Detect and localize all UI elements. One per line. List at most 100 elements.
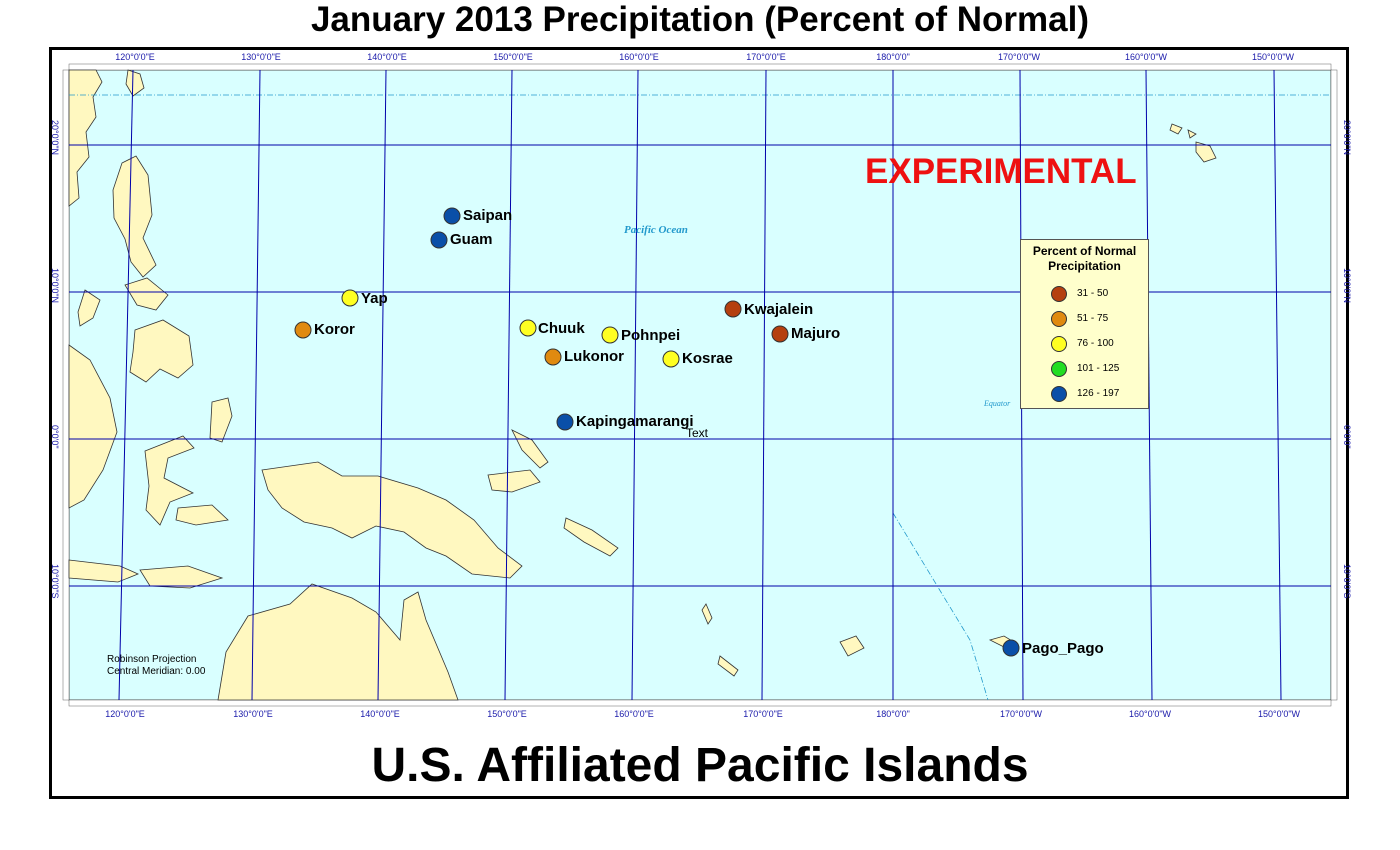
projection-meridian: Central Meridian: 0.00 (107, 666, 206, 677)
lat-label-right: 20°0'0"N (1342, 120, 1352, 156)
station-marker-kwajalein (724, 300, 742, 318)
meridian-170e (761, 69, 767, 701)
station-marker-saipan (443, 207, 461, 225)
land-new-guinea (261, 461, 523, 579)
legend-label: 51 - 75 (1077, 313, 1109, 324)
land-masses (68, 69, 1217, 701)
map-subtitle: U.S. Affiliated Pacific Islands (371, 739, 1029, 792)
lon-label-bottom: 130°0'0"E (233, 709, 273, 719)
top-tick-strip (68, 63, 1332, 71)
station-label-koror: Koror (314, 321, 355, 338)
land-borneo (68, 344, 118, 509)
station-label-pago-pago: Pago_Pago (1022, 640, 1104, 657)
station-markers (294, 207, 1020, 657)
lon-label-bottom: 150°0'0"W (1257, 709, 1301, 719)
lon-label-bottom: 170°0'0"W (999, 709, 1043, 719)
legend-swatch (1051, 336, 1067, 352)
legend-item: 126 - 197 (1021, 385, 1148, 405)
land-new-britain (487, 469, 541, 493)
map-title: January 2013 Precipitation (Percent of N… (310, 0, 1090, 39)
station-label-saipan: Saipan (463, 207, 513, 224)
lon-label-top: 170°0'0"E (746, 52, 786, 62)
right-tick-strip (1330, 69, 1338, 701)
legend-item: 31 - 50 (1021, 285, 1148, 305)
station-label-kwajalein: Kwajalein (744, 301, 814, 318)
meridian-160w (1145, 69, 1153, 701)
lon-label-top: 140°0'0"E (367, 52, 407, 62)
lat-label-right: 0°0'0" (1342, 425, 1352, 449)
stray-text-label: Text (686, 426, 709, 440)
land-palawan (77, 289, 101, 327)
lon-label-top: 120°0'0"E (115, 52, 155, 62)
graticule (69, 69, 1331, 701)
land-luzon (112, 155, 157, 278)
legend-label: 101 - 125 (1077, 363, 1120, 374)
equator-label: Equator (984, 399, 1011, 408)
meridian-130e (251, 69, 261, 701)
meridian-150e (504, 69, 513, 701)
boundary-lines (69, 94, 1331, 701)
station-marker-chuuk (519, 319, 537, 337)
experimental-watermark: EXPERIMENTAL (865, 152, 1137, 191)
land-java-region (68, 559, 140, 583)
station-marker-lukonor (544, 348, 562, 366)
land-lesser-sunda (139, 565, 224, 589)
lat-label-left: 20°0'0"N (50, 120, 60, 156)
station-marker-majuro (771, 325, 789, 343)
lat-label-right: 10°0'0"N (1342, 268, 1352, 304)
lon-label-bottom: 160°0'0"W (1128, 709, 1172, 719)
legend-swatch (1051, 386, 1067, 402)
land-fiji (839, 635, 865, 657)
meridian-140e (377, 69, 387, 701)
legend-swatch (1051, 311, 1067, 327)
meridian-120e (118, 69, 134, 701)
legend-item: 101 - 125 (1021, 360, 1148, 380)
station-label-guam: Guam (450, 231, 493, 248)
lon-label-bottom: 140°0'0"E (360, 709, 400, 719)
ocean-label: Pacific Ocean (624, 224, 688, 236)
station-label-chuuk: Chuuk (538, 320, 585, 337)
station-marker-guam (430, 231, 448, 249)
dateline-boundary (892, 512, 989, 701)
legend-item: 51 - 75 (1021, 310, 1148, 330)
lon-label-top: 160°0'0"E (619, 52, 659, 62)
projection-note: Robinson Projection Central Meridian: 0.… (107, 654, 205, 678)
legend: Percent of Normal Precipitation 31 - 50 … (1020, 239, 1149, 409)
lat-label-left: 10°0'0"S (50, 564, 60, 599)
station-label-kapingamarangi: Kapingamarangi (576, 413, 694, 430)
lon-label-top: 150°0'0"W (1251, 52, 1295, 62)
legend-swatch (1051, 361, 1067, 377)
station-marker-pago-pago (1002, 639, 1020, 657)
station-marker-yap (341, 289, 359, 307)
lon-label-bottom: 180°0'0" (876, 709, 910, 719)
bottom-tick-strip (68, 699, 1332, 707)
lon-label-top: 180°0'0" (876, 52, 910, 62)
legend-item: 76 - 100 (1021, 335, 1148, 355)
lon-label-top: 130°0'0"E (241, 52, 281, 62)
legend-label: 76 - 100 (1077, 338, 1114, 349)
map-frame (49, 47, 1349, 799)
lon-label-top: 170°0'0"W (997, 52, 1041, 62)
lon-label-bottom: 160°0'0"E (614, 709, 654, 719)
lon-label-top: 160°0'0"W (1124, 52, 1168, 62)
legend-swatch (1051, 286, 1067, 302)
lon-label-top: 150°0'0"E (493, 52, 533, 62)
left-tick-strip (62, 69, 70, 701)
station-label-kosrae: Kosrae (682, 350, 733, 367)
legend-label: 31 - 50 (1077, 288, 1109, 299)
legend-title: Percent of Normal Precipitation (1032, 244, 1137, 273)
land-asia-mainland (68, 69, 103, 207)
lon-label-bottom: 170°0'0"E (743, 709, 783, 719)
station-label-pohnpei: Pohnpei (621, 327, 681, 344)
station-marker-pohnpei (601, 326, 619, 344)
land-taiwan (125, 69, 145, 97)
station-marker-kosrae (662, 350, 680, 368)
land-vanuatu (701, 603, 713, 625)
projection-name: Robinson Projection (107, 654, 197, 665)
station-label-majuro: Majuro (791, 325, 841, 342)
lat-label-left: 0°0'0" (50, 425, 60, 449)
legend-label: 126 - 197 (1077, 388, 1120, 399)
land-hawaii-small-2 (1187, 129, 1197, 139)
lon-label-bottom: 150°0'0"E (487, 709, 527, 719)
